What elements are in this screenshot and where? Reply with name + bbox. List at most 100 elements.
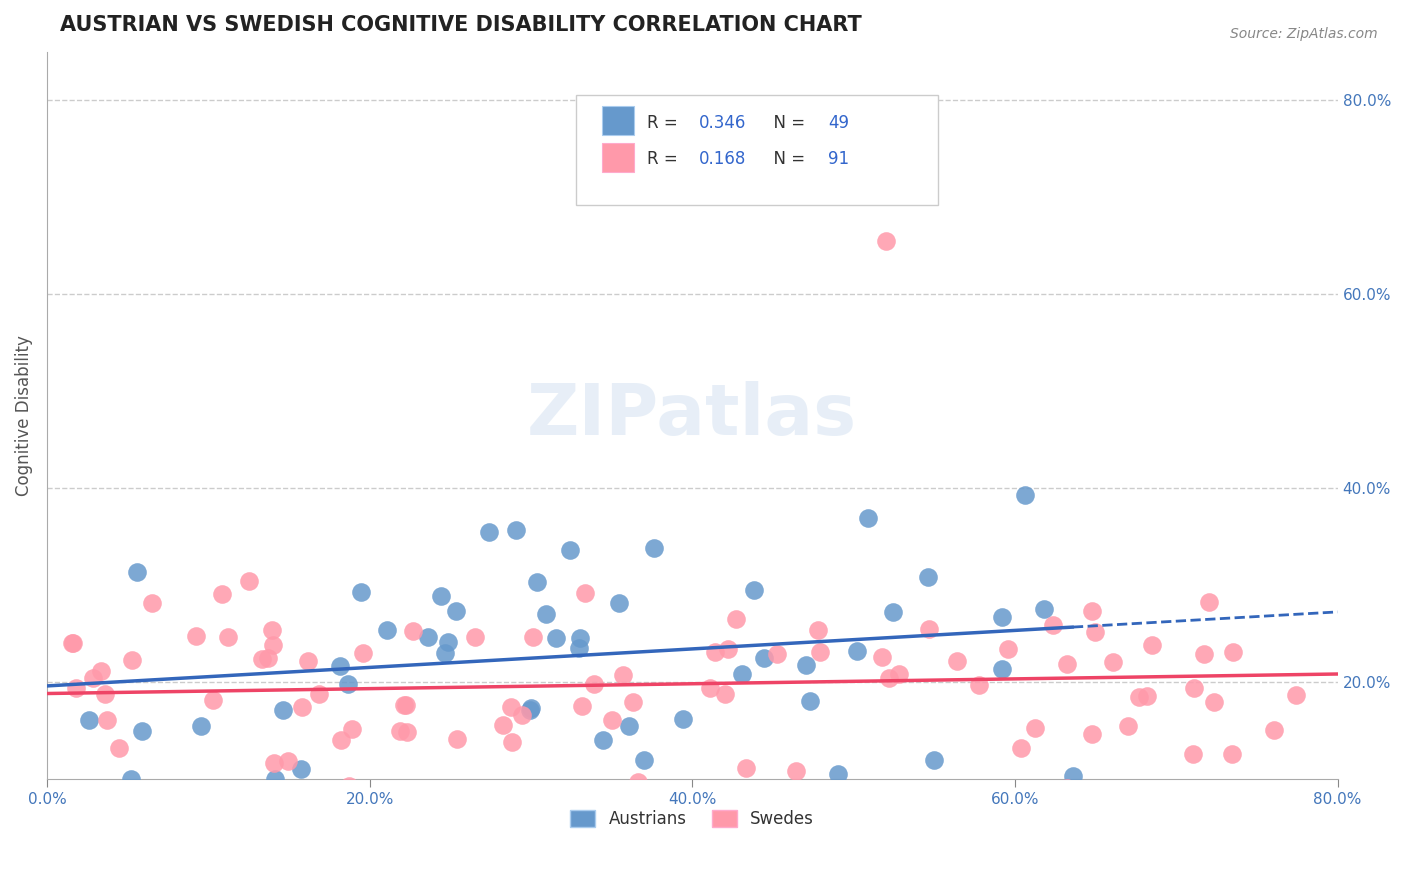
Point bbox=[65, 681, 87, 696]
Point bbox=[290, 762, 312, 776]
Point bbox=[430, 589, 453, 603]
Point bbox=[217, 630, 239, 644]
Point bbox=[1204, 695, 1226, 709]
Point bbox=[807, 623, 830, 637]
Point bbox=[329, 658, 352, 673]
Point bbox=[1181, 747, 1204, 761]
Point bbox=[256, 651, 278, 665]
Point bbox=[510, 707, 533, 722]
Point bbox=[250, 652, 273, 666]
Point bbox=[80, 801, 103, 815]
Text: 49: 49 bbox=[828, 114, 849, 132]
Point bbox=[877, 671, 900, 685]
Point bbox=[60, 635, 83, 649]
Point bbox=[389, 723, 412, 738]
Point bbox=[619, 719, 641, 733]
FancyBboxPatch shape bbox=[602, 106, 634, 136]
Point bbox=[505, 523, 527, 537]
Point bbox=[612, 668, 634, 682]
Text: 0.168: 0.168 bbox=[699, 151, 747, 169]
Point bbox=[1056, 781, 1078, 796]
Y-axis label: Cognitive Disability: Cognitive Disability bbox=[15, 334, 32, 496]
Point bbox=[501, 700, 523, 714]
Point bbox=[62, 636, 84, 650]
Point bbox=[967, 678, 990, 692]
Text: ZIPatlas: ZIPatlas bbox=[527, 381, 858, 450]
Point bbox=[534, 607, 557, 621]
Point bbox=[77, 713, 100, 727]
FancyBboxPatch shape bbox=[576, 95, 938, 204]
Point bbox=[887, 667, 910, 681]
Point bbox=[522, 631, 544, 645]
Point bbox=[277, 754, 299, 768]
Point bbox=[416, 631, 439, 645]
Point bbox=[845, 643, 868, 657]
Point bbox=[808, 645, 831, 659]
FancyBboxPatch shape bbox=[602, 143, 634, 172]
Point bbox=[1116, 719, 1139, 733]
Point bbox=[574, 586, 596, 600]
Point bbox=[544, 631, 567, 645]
Point bbox=[558, 543, 581, 558]
Point bbox=[131, 801, 153, 815]
Point bbox=[627, 775, 650, 789]
Point bbox=[107, 741, 129, 756]
Point bbox=[436, 635, 458, 649]
Legend: Austrians, Swedes: Austrians, Swedes bbox=[562, 801, 823, 836]
Text: 0.346: 0.346 bbox=[699, 114, 747, 132]
Point bbox=[827, 767, 849, 781]
Point bbox=[1220, 747, 1243, 761]
Point bbox=[519, 703, 541, 717]
Point bbox=[349, 585, 371, 599]
Point bbox=[263, 772, 285, 786]
Point bbox=[1194, 647, 1216, 661]
Point bbox=[592, 733, 614, 747]
Point bbox=[799, 694, 821, 708]
Point bbox=[1062, 769, 1084, 783]
Point bbox=[724, 612, 747, 626]
Point bbox=[478, 524, 501, 539]
Point bbox=[291, 700, 314, 714]
Point bbox=[392, 698, 415, 712]
Point bbox=[633, 752, 655, 766]
Point bbox=[568, 641, 591, 656]
Point bbox=[991, 610, 1014, 624]
Point bbox=[785, 764, 807, 778]
Point bbox=[754, 651, 776, 665]
Point bbox=[858, 510, 880, 524]
Point bbox=[211, 587, 233, 601]
Point bbox=[446, 732, 468, 747]
Point bbox=[672, 712, 695, 726]
Point bbox=[219, 793, 242, 807]
Point bbox=[1285, 689, 1308, 703]
Point bbox=[875, 234, 897, 248]
Point bbox=[297, 654, 319, 668]
Point bbox=[717, 642, 740, 657]
Point bbox=[569, 632, 592, 646]
Point bbox=[794, 657, 817, 672]
Point bbox=[621, 694, 644, 708]
Point bbox=[120, 772, 142, 786]
Point bbox=[434, 646, 457, 660]
Point bbox=[1084, 625, 1107, 640]
Point bbox=[870, 650, 893, 665]
Point bbox=[1081, 604, 1104, 618]
Point bbox=[1184, 681, 1206, 696]
Point bbox=[917, 622, 939, 636]
Point bbox=[96, 713, 118, 727]
Point bbox=[713, 687, 735, 701]
Point bbox=[127, 565, 149, 579]
Point bbox=[1033, 602, 1056, 616]
Point bbox=[238, 574, 260, 589]
Point bbox=[82, 671, 104, 685]
Point bbox=[1128, 690, 1150, 704]
Point bbox=[402, 624, 425, 638]
Point bbox=[922, 752, 945, 766]
Point bbox=[1198, 595, 1220, 609]
Point bbox=[703, 645, 725, 659]
Point bbox=[526, 574, 548, 589]
Point bbox=[997, 641, 1019, 656]
Point bbox=[141, 596, 163, 610]
Point bbox=[1024, 722, 1046, 736]
Point bbox=[882, 605, 904, 619]
